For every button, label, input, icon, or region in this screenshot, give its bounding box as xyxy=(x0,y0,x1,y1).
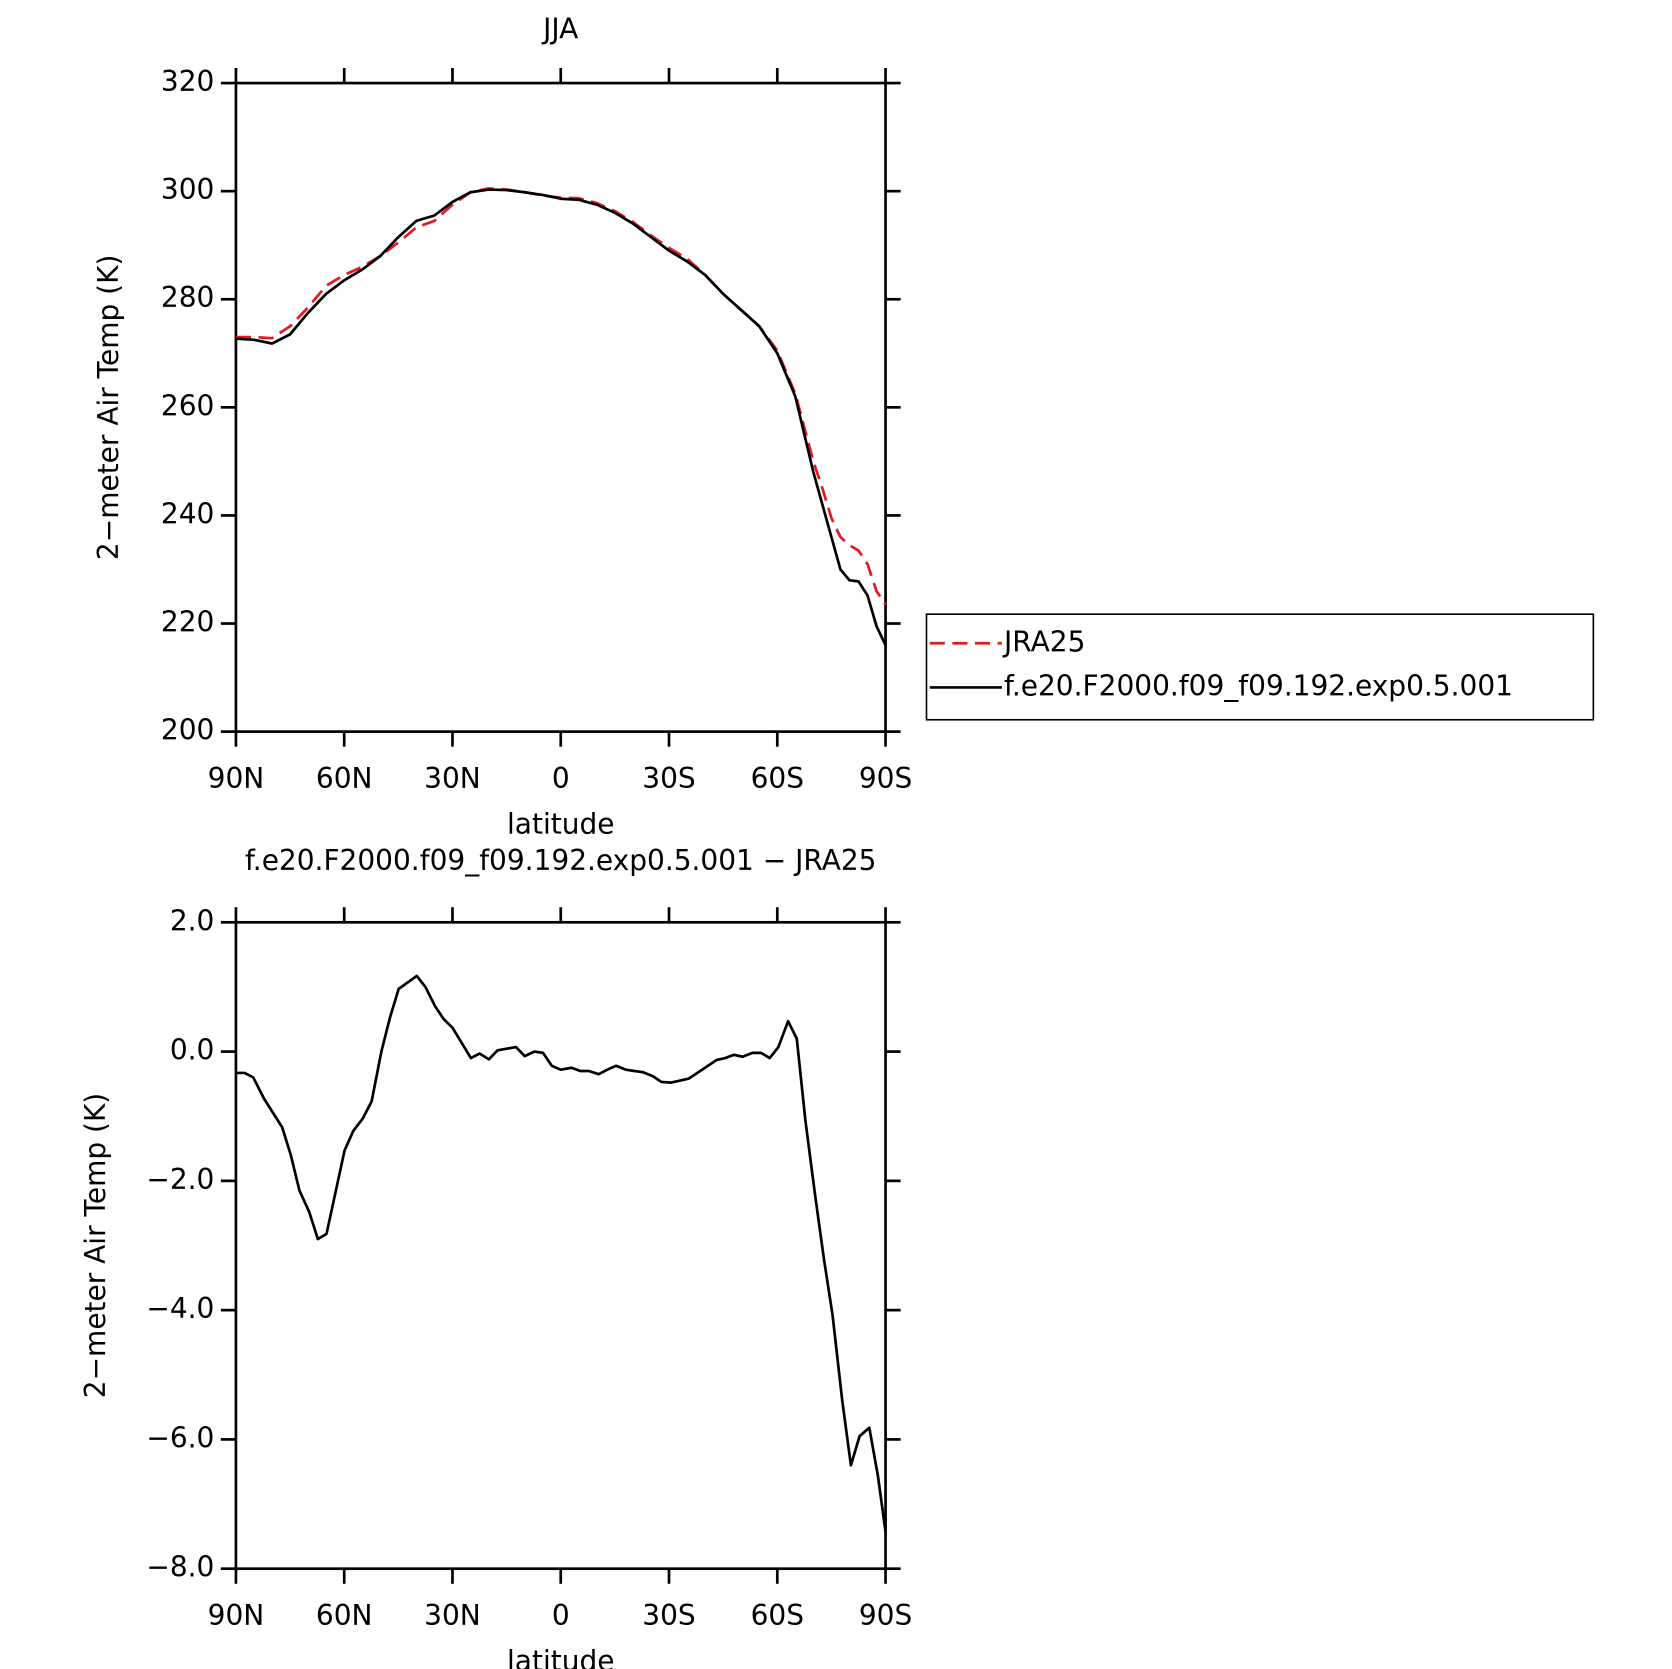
y-tick-label: 2.0 xyxy=(170,904,215,937)
y-tick-label: 280 xyxy=(161,281,214,314)
y-axis-label: 2−meter Air Temp (K) xyxy=(79,1093,112,1398)
plot-frame xyxy=(234,81,887,733)
x-tick-label: 60N xyxy=(316,1599,373,1632)
y-tick-label: −8.0 xyxy=(146,1551,214,1584)
y-tick-label: 240 xyxy=(161,497,214,530)
series-line xyxy=(235,188,887,646)
x-tick-label: 30S xyxy=(642,762,695,795)
y-axis-label: 2−meter Air Temp (K) xyxy=(92,255,125,560)
x-tick-label: 0 xyxy=(552,1599,570,1632)
legend-box xyxy=(925,613,1595,721)
legend-label: JRA25 xyxy=(1002,625,1085,658)
x-tick-label: 60S xyxy=(751,1599,804,1632)
chart-title: f.e20.F2000.f09_f09.192.exp0.5.001 − JRA… xyxy=(245,844,877,877)
x-tick-label: 0 xyxy=(552,762,570,795)
x-tick-label: 90N xyxy=(208,1599,265,1632)
x-axis-label: latitude xyxy=(507,807,614,840)
legend-label: f.e20.F2000.f09_f09.192.exp0.5.001 xyxy=(1004,669,1513,702)
x-axis-label: latitude xyxy=(507,1644,614,1669)
y-tick-label: −4.0 xyxy=(146,1292,214,1325)
y-tick-label: −6.0 xyxy=(146,1421,214,1454)
y-tick-label: 0.0 xyxy=(170,1034,215,1067)
x-tick-label: 30S xyxy=(642,1599,695,1632)
plot-frame xyxy=(234,920,887,1571)
x-tick-label: 90N xyxy=(208,762,265,795)
x-tick-label: 30N xyxy=(424,1599,481,1632)
y-tick-label: 200 xyxy=(161,714,214,747)
x-tick-label: 60N xyxy=(316,762,373,795)
y-tick-label: 320 xyxy=(161,65,214,98)
x-tick-label: 60S xyxy=(751,762,804,795)
y-tick-label: −2.0 xyxy=(146,1163,214,1196)
y-tick-label: 220 xyxy=(161,606,214,639)
series-line xyxy=(235,974,887,1533)
series-line xyxy=(235,187,887,606)
x-tick-label: 30N xyxy=(424,762,481,795)
chart-title: JJA xyxy=(541,12,578,45)
y-tick-label: 260 xyxy=(161,389,214,422)
x-tick-label: 90S xyxy=(859,1599,912,1632)
x-tick-label: 90S xyxy=(859,762,912,795)
y-tick-label: 300 xyxy=(161,173,214,206)
